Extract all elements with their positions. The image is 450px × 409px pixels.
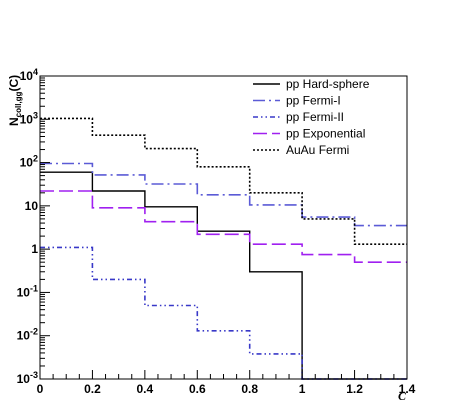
- plot-series-group: [40, 117, 407, 380]
- series-line-3: [40, 246, 407, 380]
- y-axis-title-suffix: (C): [7, 75, 21, 92]
- legend-label: pp Fermi-I: [286, 94, 341, 108]
- x-tick-label: 1: [299, 382, 306, 396]
- x-tick-label: 1.4: [399, 382, 416, 396]
- series-line-5: [40, 117, 407, 245]
- series-line-4: [40, 190, 407, 263]
- x-tick-label: 0.2: [84, 382, 101, 396]
- y-tick-label: 10-3: [17, 370, 38, 386]
- y-tick-label: 104: [20, 67, 38, 83]
- legend-label: pp Exponential: [286, 127, 365, 141]
- y-axis-title: Ncoll,gg(C): [7, 75, 23, 126]
- y-ticks-group: 10-3 10-2 10-1 1 10 102 103 104: [17, 67, 50, 386]
- y-axis-title-main: N: [7, 117, 21, 126]
- x-tick-label: 0: [37, 382, 44, 396]
- legend-label: AuAu Fermi: [286, 143, 349, 157]
- x-tick-label: 0.6: [189, 382, 206, 396]
- y-axis-title-sub: coll,gg: [14, 91, 23, 117]
- y-tick-label: 10-2: [17, 327, 38, 343]
- x-axis-title: C: [398, 389, 407, 403]
- plot-frame: [39, 75, 408, 380]
- y-tick-label: 10: [25, 199, 39, 213]
- y-tick-label: 102: [20, 154, 38, 170]
- x-ticks-group: 0 0.2 0.4 0.6 0.8 1 1.2 1.4: [37, 370, 416, 396]
- y-tick-label: 103: [20, 110, 38, 126]
- y-tick-label: 1: [31, 242, 38, 256]
- legend-label: pp Hard-sphere: [286, 77, 370, 91]
- x-tick-label: 0.4: [137, 382, 154, 396]
- series-line-1: [40, 171, 407, 380]
- x-tick-label: 1.2: [346, 382, 363, 396]
- legend-label: pp Fermi-II: [286, 110, 344, 124]
- y-tick-label: 10-1: [17, 283, 38, 299]
- x-tick-label: 0.8: [241, 382, 258, 396]
- legend: pp Hard-sphere pp Fermi-I pp Fermi-II pp Ex…: [253, 77, 370, 157]
- series-line-2: [40, 162, 407, 227]
